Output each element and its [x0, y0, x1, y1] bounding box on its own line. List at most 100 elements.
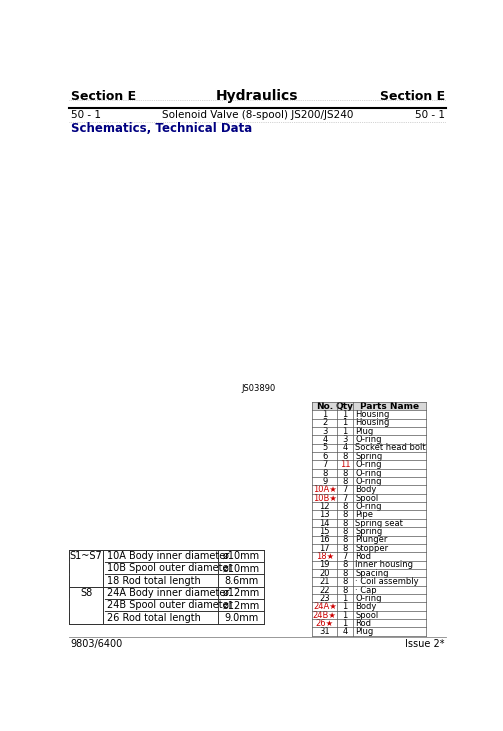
Text: O-ring: O-ring [355, 502, 382, 511]
Text: 26 Rod total length: 26 Rod total length [107, 613, 201, 623]
Text: 7: 7 [342, 493, 348, 503]
Text: 12: 12 [319, 502, 330, 511]
Text: 18 Rod total length: 18 Rod total length [107, 576, 201, 586]
Text: Housing: Housing [355, 410, 389, 419]
Text: · Cap: · Cap [355, 586, 377, 594]
Text: 18★: 18★ [316, 552, 334, 561]
Text: O-ring: O-ring [355, 461, 382, 469]
Text: Socket head bolt: Socket head bolt [355, 444, 426, 452]
Text: Section E: Section E [380, 90, 445, 102]
Text: 50 - 1: 50 - 1 [70, 110, 101, 120]
Text: 8: 8 [342, 561, 348, 569]
Text: Stopper: Stopper [355, 544, 388, 553]
Text: 14: 14 [319, 519, 330, 528]
Text: ø12mm: ø12mm [222, 588, 260, 598]
Bar [312, 402, 426, 410]
Text: 4: 4 [343, 627, 348, 636]
Text: 26★: 26★ [316, 619, 334, 628]
Text: 16: 16 [319, 535, 330, 545]
Text: ø10mm: ø10mm [222, 564, 260, 573]
Text: Pipe: Pipe [355, 510, 373, 519]
Text: Schematics, Technical Data: Schematics, Technical Data [70, 122, 252, 135]
Text: 4: 4 [322, 435, 327, 444]
Text: O-ring: O-ring [355, 594, 382, 603]
Text: 8: 8 [342, 502, 348, 511]
Text: 9803/6400: 9803/6400 [70, 639, 123, 648]
Text: 24B★: 24B★ [313, 610, 337, 620]
Text: 8: 8 [342, 577, 348, 586]
Text: 10B Spool outer diameter: 10B Spool outer diameter [107, 564, 232, 573]
Text: Spring: Spring [355, 527, 382, 536]
Text: 8: 8 [342, 586, 348, 594]
Text: O-ring: O-ring [355, 469, 382, 477]
Text: Inner housing: Inner housing [355, 561, 413, 569]
Text: 7: 7 [342, 485, 348, 494]
Text: 8: 8 [342, 544, 348, 553]
Text: 19: 19 [319, 561, 330, 569]
Text: 2: 2 [322, 418, 327, 428]
Text: 6: 6 [322, 452, 327, 461]
Bar [63, 134, 453, 550]
Text: 11: 11 [340, 461, 350, 469]
Text: 17: 17 [319, 544, 330, 553]
Text: Body: Body [355, 485, 376, 494]
Text: 21: 21 [319, 577, 330, 586]
Text: No.: No. [316, 402, 333, 411]
Text: 10A Body inner diameter: 10A Body inner diameter [107, 551, 229, 561]
Text: Hydraulics: Hydraulics [216, 89, 299, 103]
Text: 22: 22 [319, 586, 330, 594]
Text: 3: 3 [342, 435, 348, 444]
Text: 8: 8 [342, 469, 348, 477]
Text: 7: 7 [342, 552, 348, 561]
Text: 8: 8 [322, 469, 327, 477]
Text: 9: 9 [322, 477, 327, 486]
Text: Qty: Qty [336, 402, 354, 411]
Text: 23: 23 [319, 594, 330, 603]
Text: 1: 1 [343, 602, 348, 611]
Text: · Coil assembly: · Coil assembly [355, 577, 418, 586]
Text: 8: 8 [342, 535, 348, 545]
Text: S8: S8 [80, 588, 92, 598]
Text: 15: 15 [319, 527, 330, 536]
Text: 1: 1 [343, 410, 348, 419]
Text: O-ring: O-ring [355, 477, 382, 486]
Text: 24B Spool outer diameter: 24B Spool outer diameter [107, 600, 233, 610]
Text: Spacing: Spacing [355, 569, 388, 577]
Text: Issue 2*: Issue 2* [405, 639, 445, 648]
Text: 8: 8 [342, 569, 348, 577]
Text: 1: 1 [343, 418, 348, 428]
Text: Plunger: Plunger [355, 535, 387, 545]
Text: 8: 8 [342, 477, 348, 486]
Text: Parts Name: Parts Name [360, 402, 418, 411]
Text: Spring seat: Spring seat [355, 519, 403, 528]
Text: 10A★: 10A★ [313, 485, 337, 494]
Text: Housing: Housing [355, 418, 389, 428]
Text: 1: 1 [322, 410, 327, 419]
Text: Rod: Rod [355, 552, 371, 561]
Text: JS03890: JS03890 [242, 384, 276, 393]
Text: 1: 1 [343, 610, 348, 620]
Text: ø10mm: ø10mm [222, 551, 260, 561]
Text: 8.6mm: 8.6mm [224, 576, 258, 586]
Text: Solenoid Valve (8-spool) JS200/JS240: Solenoid Valve (8-spool) JS200/JS240 [161, 110, 353, 120]
Text: 13: 13 [319, 510, 330, 519]
Text: 20: 20 [319, 569, 330, 577]
Text: S1~S7: S1~S7 [70, 551, 103, 561]
Text: 50 - 1: 50 - 1 [415, 110, 445, 120]
Text: 31: 31 [319, 627, 330, 636]
Text: Spool: Spool [355, 610, 378, 620]
Text: 10B★: 10B★ [313, 493, 337, 503]
Text: 3: 3 [322, 427, 327, 436]
Text: Plug: Plug [355, 427, 373, 436]
Text: Spring: Spring [355, 452, 382, 461]
Text: 1: 1 [343, 619, 348, 628]
Text: Body: Body [355, 602, 376, 611]
Text: Spool: Spool [355, 493, 378, 503]
Text: 1: 1 [343, 427, 348, 436]
Text: 8: 8 [342, 527, 348, 536]
Text: O-ring: O-ring [355, 435, 382, 444]
Text: 1: 1 [343, 594, 348, 603]
Text: 24A★: 24A★ [313, 602, 337, 611]
Text: Rod: Rod [355, 619, 371, 628]
Text: 24A Body inner diameter: 24A Body inner diameter [107, 588, 229, 598]
